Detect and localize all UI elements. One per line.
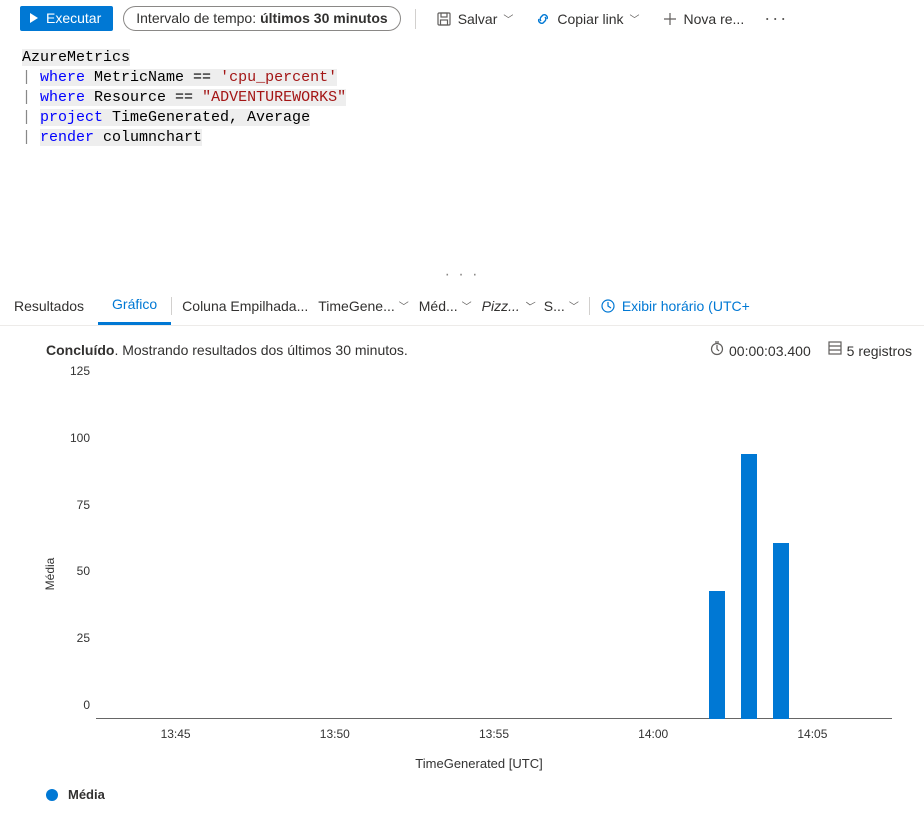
save-icon <box>436 11 452 27</box>
chevron-down-icon: ﹀ <box>569 298 579 313</box>
query-string: "ADVENTUREWORKS" <box>202 89 346 106</box>
query-keyword: project <box>40 109 103 126</box>
copy-link-button[interactable]: Copiar link ﹀ <box>529 7 645 31</box>
y-field-dropdown[interactable]: Méd... ﹀ <box>419 298 472 314</box>
query-text: MetricName == <box>85 69 220 86</box>
copy-link-label: Copiar link <box>557 11 623 27</box>
y-tick-label: 100 <box>56 431 90 445</box>
time-range-prefix: Intervalo de tempo: <box>136 10 256 26</box>
x-tick-label: 14:05 <box>797 727 827 741</box>
save-button[interactable]: Salvar ﹀ <box>430 7 520 31</box>
chart-options: Coluna Empilhada... TimeGene... ﹀ Méd...… <box>172 297 912 315</box>
time-range-picker[interactable]: Intervalo de tempo: últimos 30 minutos <box>123 6 400 31</box>
results-tab-bar: Resultados Gráfico Coluna Empilhada... T… <box>0 286 924 326</box>
x-tick-label: 13:50 <box>320 727 350 741</box>
link-icon <box>535 11 551 27</box>
query-duration: 00:00:03.400 <box>709 340 811 359</box>
play-icon <box>30 13 38 23</box>
series-label: Pizz... <box>482 298 520 314</box>
run-button-label: Executar <box>46 10 101 26</box>
chevron-down-icon: ﹀ <box>630 11 640 26</box>
query-keyword: where <box>40 69 85 86</box>
new-rule-label: Nova re... <box>684 11 745 27</box>
query-editor[interactable]: AzureMetrics | where MetricName == 'cpu_… <box>0 42 924 266</box>
x-tick-label: 13:45 <box>161 727 191 741</box>
query-toolbar: Executar Intervalo de tempo: últimos 30 … <box>0 0 924 42</box>
y-tick-label: 0 <box>56 698 90 712</box>
tab-results[interactable]: Resultados <box>0 288 98 324</box>
x-field-label: TimeGene... <box>318 298 395 314</box>
query-keyword: render <box>40 129 94 146</box>
chart-type-dropdown[interactable]: Coluna Empilhada... <box>182 298 308 314</box>
y-field-label: Méd... <box>419 298 458 314</box>
chevron-down-icon: ﹀ <box>399 298 409 313</box>
plus-icon <box>662 11 678 27</box>
status-text: . Mostrando resultados dos últimos 30 mi… <box>114 342 407 358</box>
chevron-down-icon: ﹀ <box>462 298 472 313</box>
chevron-down-icon: ﹀ <box>524 298 534 313</box>
clock-icon <box>600 298 616 314</box>
stopwatch-icon <box>709 340 725 356</box>
divider <box>589 297 590 315</box>
status-row: Concluído. Mostrando resultados dos últi… <box>0 326 924 363</box>
records-value: 5 registros <box>847 343 912 359</box>
x-field-dropdown[interactable]: TimeGene... ﹀ <box>318 298 409 314</box>
duration-value: 00:00:03.400 <box>729 343 811 359</box>
x-tick-label: 13:55 <box>479 727 509 741</box>
query-keyword: where <box>40 89 85 106</box>
timezone-label: Exibir horário (UTC+ <box>622 298 750 314</box>
column-chart: Média 025507510012513:4513:5013:5514:001… <box>46 369 912 779</box>
y-tick-label: 50 <box>56 564 90 578</box>
query-text: Resource == <box>85 89 202 106</box>
chart-type-label: Coluna Empilhada... <box>182 298 308 314</box>
chart-bar[interactable] <box>773 543 789 719</box>
x-tick-label: 14:00 <box>638 727 668 741</box>
records-icon <box>827 340 843 356</box>
chart-bar[interactable] <box>741 454 757 719</box>
query-token: AzureMetrics <box>22 49 130 66</box>
new-rule-button[interactable]: Nova re... <box>656 7 751 31</box>
toolbar-divider <box>415 9 416 29</box>
time-range-value: últimos 30 minutos <box>260 10 388 26</box>
more-actions-button[interactable]: ··· <box>760 8 792 29</box>
y-tick-label: 75 <box>56 498 90 512</box>
status-done: Concluído <box>46 342 114 358</box>
chart-legend: Média <box>0 779 924 810</box>
x-axis-label: TimeGenerated [UTC] <box>46 756 912 771</box>
plot-area: 025507510012513:4513:5013:5514:0014:05 <box>96 385 892 719</box>
y-axis-label: Média <box>43 558 57 591</box>
y-tick-label: 125 <box>56 364 90 378</box>
y-tick-label: 25 <box>56 631 90 645</box>
timezone-button[interactable]: Exibir horário (UTC+ <box>600 298 750 314</box>
record-count: 5 registros <box>827 340 912 359</box>
aggregation-dropdown[interactable]: S... ﹀ <box>544 298 579 314</box>
chevron-down-icon: ﹀ <box>503 11 513 26</box>
series-dropdown[interactable]: Pizz... ﹀ <box>482 298 534 314</box>
legend-swatch <box>46 789 58 801</box>
tab-chart[interactable]: Gráfico <box>98 286 171 325</box>
chart-bar[interactable] <box>709 591 725 719</box>
run-button[interactable]: Executar <box>20 6 113 31</box>
pane-splitter[interactable]: · · · <box>0 266 924 286</box>
save-button-label: Salvar <box>458 11 498 27</box>
query-text: TimeGenerated, Average <box>103 109 310 126</box>
legend-label: Média <box>68 787 105 802</box>
aggregation-label: S... <box>544 298 565 314</box>
status-message: Concluído. Mostrando resultados dos últi… <box>46 342 408 358</box>
query-text: columnchart <box>94 129 202 146</box>
query-string: 'cpu_percent' <box>220 69 337 86</box>
